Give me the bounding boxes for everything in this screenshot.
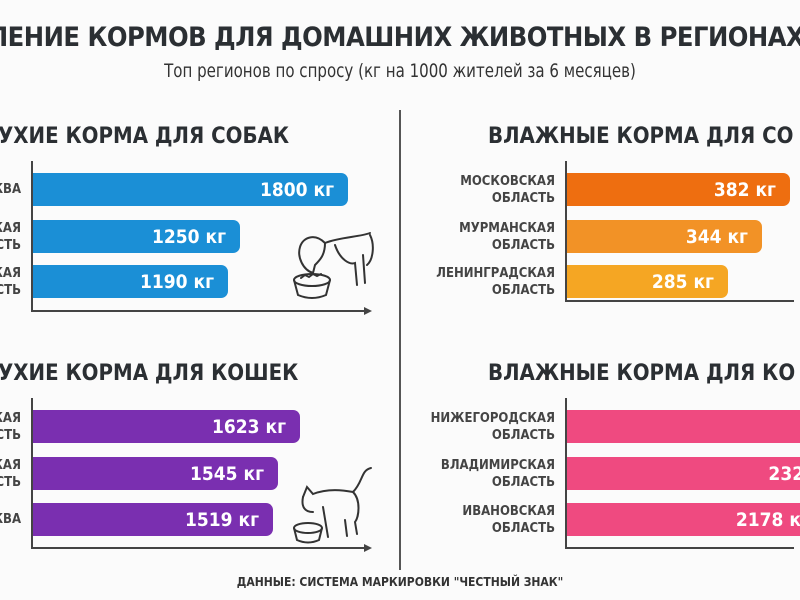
bar: 2178 к xyxy=(567,503,800,536)
divider xyxy=(399,110,401,570)
category-label: КАЯ СТЬ xyxy=(0,458,21,490)
category-label: КВА xyxy=(0,182,21,197)
value-label: 1623 кг xyxy=(211,415,286,438)
y-axis xyxy=(565,161,567,300)
bar: 285 кг xyxy=(567,265,728,298)
cat-eating-icon xyxy=(283,462,378,556)
value-label: 285 кг xyxy=(651,270,714,293)
page-subtitle: Топ регионов по спросу (кг на 1000 жител… xyxy=(164,60,636,82)
axis-arrow-icon xyxy=(364,307,372,315)
panel-title: ВЛАЖНЫЕ КОРМА ДЛЯ КО xyxy=(488,361,796,386)
bar: 2322 xyxy=(567,457,800,490)
bar: 1545 кг xyxy=(33,457,278,490)
y-axis xyxy=(31,398,33,547)
bar: 24 xyxy=(567,410,800,443)
panel-title: УХИЕ КОРМА ДЛЯ КОШЕК xyxy=(0,361,299,386)
bar: 1800 кг xyxy=(33,173,348,206)
category-label: КВА xyxy=(0,512,21,527)
value-label: 1800 кг xyxy=(259,178,334,201)
bar: 1190 кг xyxy=(33,265,228,298)
value-label: 1190 кг xyxy=(139,270,214,293)
value-label: 2178 к xyxy=(735,508,800,531)
y-axis xyxy=(31,161,33,310)
value-label: 382 кг xyxy=(713,178,776,201)
value-label: 1519 кг xyxy=(184,508,259,531)
bar: 344 кг xyxy=(567,220,762,253)
x-axis xyxy=(31,547,366,549)
bar: 1623 кг xyxy=(33,410,300,443)
value-label: 1545 кг xyxy=(189,462,264,485)
category-label: МУРМАНСКАЯ ОБЛАСТЬ xyxy=(459,221,555,253)
dog-eating-icon xyxy=(285,215,380,309)
category-label: МОСКОВСКАЯ ОБЛАСТЬ xyxy=(460,174,555,206)
panel-title: УХИЕ КОРМА ДЛЯ СОБАК xyxy=(0,124,290,149)
category-label: ВЛАДИМИРСКАЯ ОБЛАСТЬ xyxy=(440,458,555,490)
category-label: ИВАНОВСКАЯ ОБЛАСТЬ xyxy=(462,504,555,536)
category-label: КАЯ СТЬ xyxy=(0,411,21,443)
bar: 1519 кг xyxy=(33,503,273,536)
x-axis xyxy=(565,547,794,549)
bar: 382 кг xyxy=(567,173,790,206)
source-note: ДАННЫЕ: СИСТЕМА МАРКИРОВКИ "ЧЕСТНЫЙ ЗНАК… xyxy=(236,575,564,589)
value-label: 344 кг xyxy=(685,225,748,248)
axis-arrow-icon xyxy=(364,544,372,552)
panel-title: ВЛАЖНЫЕ КОРМА ДЛЯ СО xyxy=(488,124,794,149)
bar: 1250 кг xyxy=(33,220,240,253)
value-label: 2322 xyxy=(768,462,800,485)
category-label: КАЯ СТЬ xyxy=(0,221,21,253)
value-label: 1250 кг xyxy=(151,225,226,248)
page-title: ЛЕНИЕ КОРМОВ ДЛЯ ДОМАШНИХ ЖИВОТНЫХ В РЕГ… xyxy=(0,22,800,53)
x-axis xyxy=(31,310,366,312)
x-axis xyxy=(565,300,794,302)
category-label: КАЯ СТЬ xyxy=(0,266,21,298)
category-label: ЛЕНИНГРАДСКАЯ ОБЛАСТЬ xyxy=(436,266,555,298)
category-label: НИЖЕГОРОДСКАЯ ОБЛАСТЬ xyxy=(430,411,555,443)
y-axis xyxy=(565,398,567,547)
